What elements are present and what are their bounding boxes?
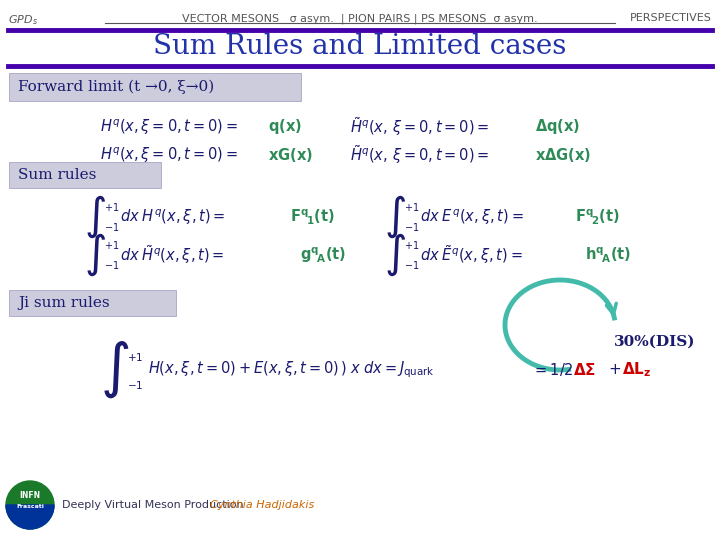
- Text: $+1$: $+1$: [404, 201, 420, 213]
- Text: Deeply Virtual Meson Production: Deeply Virtual Meson Production: [62, 500, 243, 510]
- Text: $dx\;\tilde{H}^q(x,\xi,t) =$: $dx\;\tilde{H}^q(x,\xi,t) =$: [120, 244, 225, 266]
- Text: $\mathbf{x\Delta G(x)}$: $\mathbf{x\Delta G(x)}$: [535, 146, 591, 164]
- Text: $\tilde{H}^q(x,\, \xi{=}0,t{=}0) = $: $\tilde{H}^q(x,\, \xi{=}0,t{=}0) = $: [350, 144, 490, 166]
- Text: $\tilde{H}^q(x,\, \xi{=}0,t{=}0) = $: $\tilde{H}^q(x,\, \xi{=}0,t{=}0) = $: [350, 116, 490, 138]
- Wedge shape: [6, 505, 54, 529]
- Text: Sum Rules and Limited cases: Sum Rules and Limited cases: [153, 33, 567, 60]
- Text: $H(x,\xi,t{=}0) + E(x,\xi,t{=}0)\,)\;x\;dx = J_{\mathrm{quark}}$: $H(x,\xi,t{=}0) + E(x,\xi,t{=}0)\,)\;x\;…: [148, 360, 435, 380]
- Text: $\int$: $\int$: [384, 232, 406, 278]
- Text: $\int$: $\int$: [384, 194, 406, 240]
- Text: $\mathbf{g^q{}_{\!A}(t)}$: $\mathbf{g^q{}_{\!A}(t)}$: [300, 245, 346, 265]
- Text: Ji sum rules: Ji sum rules: [18, 296, 109, 310]
- FancyBboxPatch shape: [9, 162, 161, 188]
- FancyBboxPatch shape: [9, 73, 301, 101]
- Text: $+$: $+$: [608, 363, 621, 377]
- Text: Sum rules: Sum rules: [18, 168, 96, 182]
- Text: GPD$_s$: GPD$_s$: [8, 13, 38, 27]
- Text: $-1$: $-1$: [127, 379, 143, 391]
- Text: $+1$: $+1$: [104, 239, 120, 251]
- Text: $+1$: $+1$: [404, 239, 420, 251]
- Text: Cynthia Hadjidakis: Cynthia Hadjidakis: [210, 500, 314, 510]
- Text: $-1$: $-1$: [104, 221, 120, 233]
- Text: INFN: INFN: [19, 491, 40, 501]
- Text: PERSPECTIVES: PERSPECTIVES: [630, 13, 712, 23]
- Text: $+1$: $+1$: [127, 351, 143, 363]
- FancyBboxPatch shape: [9, 290, 176, 316]
- Text: $\int$: $\int$: [84, 232, 106, 278]
- Text: $-1$: $-1$: [404, 221, 420, 233]
- Text: $\mathbf{\Delta q(x)}$: $\mathbf{\Delta q(x)}$: [535, 118, 580, 137]
- Text: $-1$: $-1$: [404, 259, 420, 271]
- Text: $-1$: $-1$: [104, 259, 120, 271]
- Text: Frascati: Frascati: [16, 504, 44, 510]
- Text: $dx\;\tilde{E}^q(x,\xi,t) =$: $dx\;\tilde{E}^q(x,\xi,t) =$: [420, 244, 523, 266]
- Text: Forward limit (t →0, ξ→0): Forward limit (t →0, ξ→0): [18, 80, 215, 94]
- Text: $\int$: $\int$: [100, 340, 130, 400]
- Text: $= 1/2\;$: $= 1/2\;$: [532, 361, 574, 379]
- Text: $\int$: $\int$: [84, 194, 106, 240]
- Text: $\mathbf{F^q{}_{\!1}(t)}$: $\mathbf{F^q{}_{\!1}(t)}$: [290, 207, 335, 227]
- Text: $+1$: $+1$: [104, 201, 120, 213]
- Text: $\mathbf{\Delta\Sigma}$: $\mathbf{\Delta\Sigma}$: [573, 362, 596, 378]
- Text: $\mathbf{\Delta L_z}$: $\mathbf{\Delta L_z}$: [622, 361, 652, 379]
- Text: $dx\;E^q(x,\xi,t) =$: $dx\;E^q(x,\xi,t) =$: [420, 207, 523, 227]
- Text: VECTOR MESONS   σ asym.  | PION PAIRS | PS MESONS  σ asym.: VECTOR MESONS σ asym. | PION PAIRS | PS …: [182, 13, 538, 24]
- Text: $H^q(x,\xi{=}0,t{=}0) = $: $H^q(x,\xi{=}0,t{=}0) = $: [100, 117, 238, 137]
- Text: $\mathbf{h^q{}_{\!A}(t)}$: $\mathbf{h^q{}_{\!A}(t)}$: [585, 245, 631, 265]
- Text: $\mathbf{F^q{}_{\!2}(t)}$: $\mathbf{F^q{}_{\!2}(t)}$: [575, 207, 620, 227]
- Text: $dx\;H^q(x,\xi,t) =$: $dx\;H^q(x,\xi,t) =$: [120, 207, 225, 227]
- Text: 30%(DIS): 30%(DIS): [613, 335, 695, 349]
- Text: $H^q(x,\xi{=}0,t{=}0) = $: $H^q(x,\xi{=}0,t{=}0) = $: [100, 145, 238, 165]
- Text: $\mathbf{q(x)}$: $\mathbf{q(x)}$: [268, 118, 302, 137]
- Text: $\mathbf{xG(x)}$: $\mathbf{xG(x)}$: [268, 146, 313, 164]
- Circle shape: [6, 481, 54, 529]
